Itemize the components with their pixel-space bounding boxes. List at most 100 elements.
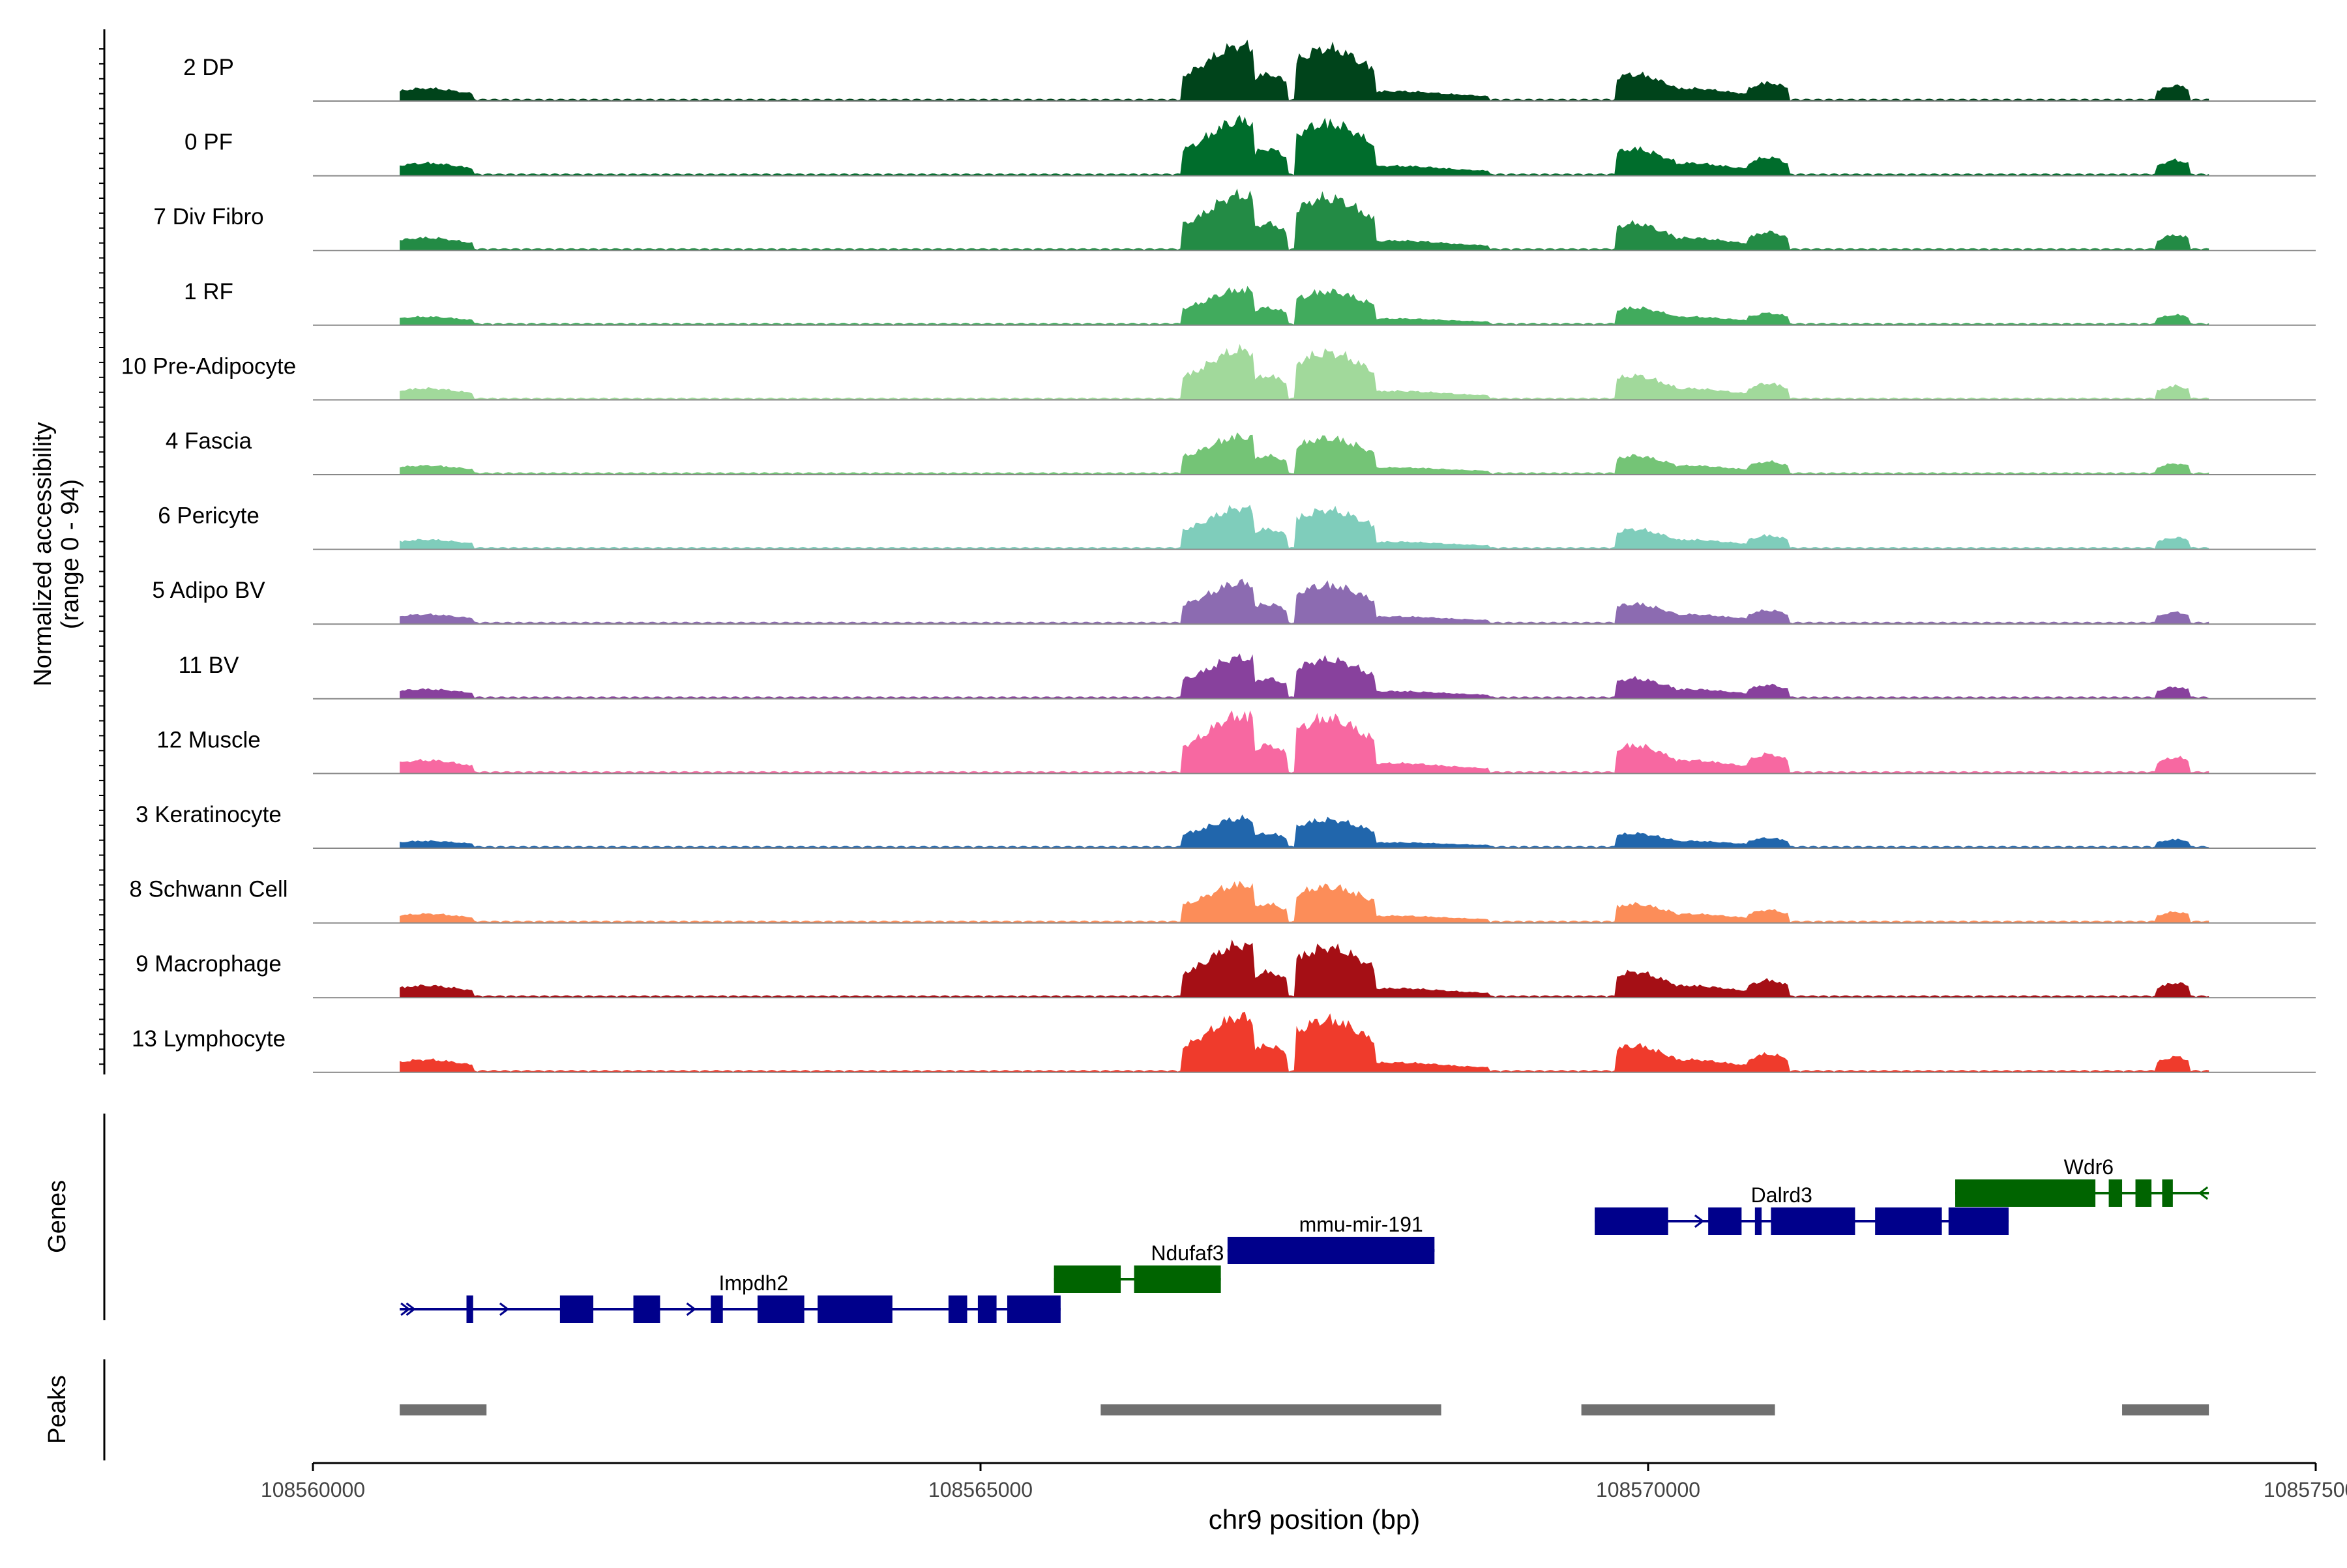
gene-exon <box>1948 1207 2009 1235</box>
x-tick-label: 108565000 <box>928 1478 1033 1501</box>
gene-label: mmu-mir-191 <box>1299 1213 1423 1236</box>
coverage-area <box>400 578 2209 625</box>
track-label: 7 Div Fibro <box>153 204 263 229</box>
coverage-area <box>400 710 2209 774</box>
gene-exon <box>948 1295 967 1323</box>
gene-model: Impdh2 <box>400 1271 1061 1323</box>
peak-region <box>400 1404 487 1415</box>
coverage-area <box>400 1011 2209 1072</box>
gene-exon <box>2108 1179 2123 1207</box>
gene-exon <box>633 1295 660 1323</box>
gene-exon <box>977 1295 997 1323</box>
track-label: 5 Adipo BV <box>152 578 265 603</box>
peak-region <box>2122 1404 2209 1415</box>
gene-exon <box>1054 1265 1121 1293</box>
gene-exon <box>818 1295 893 1323</box>
track-label: 6 Pericyte <box>158 503 259 529</box>
track-label: 13 Lymphocyte <box>132 1026 286 1052</box>
gene-exon <box>1875 1207 1942 1235</box>
gene-exon <box>711 1295 723 1323</box>
coverage-track: 13 Lymphocyte <box>132 1011 2316 1073</box>
gene-exon <box>2162 1179 2173 1207</box>
coverage-track: 7 Div Fibro <box>153 188 2316 252</box>
coverage-area <box>400 653 2209 699</box>
peaks-track <box>103 1359 2209 1460</box>
coverage-area <box>400 39 2209 101</box>
gene-exon <box>1134 1265 1221 1293</box>
track-label: 10 Pre-Adipocyte <box>121 353 296 379</box>
gene-label: Dalrd3 <box>1751 1183 1812 1207</box>
coverage-track: 11 BV <box>179 653 2316 700</box>
gene-label: Ndufaf3 <box>1151 1241 1224 1265</box>
track-label: 11 BV <box>179 653 239 678</box>
gene-exon <box>2135 1179 2152 1207</box>
strand-arrow <box>499 1302 510 1316</box>
strand-arrow <box>686 1302 697 1316</box>
peaks-track-label: Peaks <box>44 1375 71 1444</box>
coverage-area <box>400 881 2209 923</box>
strand-arrow <box>1595 1214 1606 1228</box>
coverage-track: 3 Keratinocyte <box>136 802 2316 849</box>
coverage-area <box>400 344 2209 400</box>
gene-exon <box>1595 1207 1668 1235</box>
coverage-track: 2 DP <box>183 39 2316 102</box>
gene-exon <box>1754 1207 1762 1235</box>
x-axis-title: chr9 position (bp) <box>1209 1504 1421 1535</box>
coverage-area <box>400 432 2209 475</box>
track-label: 1 RF <box>184 279 233 304</box>
track-label: 9 Macrophage <box>136 951 282 977</box>
gene-model: Wdr6 <box>1955 1155 2209 1207</box>
coverage-track: 6 Pericyte <box>158 503 2316 550</box>
gene-label: Impdh2 <box>718 1271 788 1295</box>
x-axis: 108560000 108565000 108570000 108575000 <box>261 1462 2347 1501</box>
genes-track: Impdh2 Ndufaf3 mmu-mir-191 Dalrd3 Wdr6 <box>103 1114 2209 1323</box>
track-label: 4 Fascia <box>166 428 252 454</box>
gene-label: Wdr6 <box>2064 1155 2114 1179</box>
gene-exon <box>1708 1207 1742 1235</box>
coverage-track: 12 Muscle <box>156 710 2316 775</box>
peak-region <box>1100 1404 1441 1415</box>
gene-exon <box>559 1295 594 1323</box>
coverage-area <box>400 939 2209 998</box>
peak-region <box>1581 1404 1775 1415</box>
strand-arrow <box>1228 1243 1239 1258</box>
y-axis-title: Normalized accessibility <box>29 422 57 686</box>
coverage-track: 0 PF <box>185 115 2316 177</box>
y-axis-subtitle: (range 0 - 94) <box>57 479 84 629</box>
coverage-area <box>400 286 2209 325</box>
gene-exon <box>1955 1179 2096 1207</box>
genes-track-label: Genes <box>44 1180 71 1253</box>
strand-arrow <box>406 1302 417 1316</box>
track-label: 0 PF <box>185 130 233 155</box>
strand-arrow <box>1694 1214 1705 1228</box>
coverage-track: 9 Macrophage <box>136 939 2316 999</box>
gene-model: mmu-mir-191 <box>1227 1213 1435 1264</box>
gene-exon <box>757 1295 804 1323</box>
gene-exon <box>1007 1295 1061 1323</box>
x-tick-label: 108560000 <box>261 1478 365 1501</box>
gene-model: Dalrd3 <box>1595 1183 2009 1235</box>
coverage-area <box>400 188 2209 251</box>
coverage-area <box>400 115 2209 176</box>
coverage-layer: 2 DP 0 PF 7 Div Fibro 1 RF 10 Pre-Adipocyte 4… <box>121 39 2316 1073</box>
coverage-area <box>400 814 2209 848</box>
gene-exon <box>1227 1237 1435 1264</box>
coverage-track: 10 Pre-Adipocyte <box>121 344 2316 401</box>
coverage-area <box>400 505 2209 550</box>
coverage-track: 1 RF <box>184 279 2316 326</box>
track-label: 2 DP <box>183 55 234 80</box>
track-label: 12 Muscle <box>156 727 261 752</box>
x-tick-label: 108575000 <box>2264 1478 2347 1501</box>
coverage-track: 8 Schwann Cell <box>129 877 2316 924</box>
gene-model: Ndufaf3 <box>1054 1241 1224 1293</box>
track-label: 8 Schwann Cell <box>129 877 288 902</box>
gene-exon <box>1771 1207 1855 1235</box>
coverage-y-axis <box>99 29 106 1074</box>
coverage-track: 5 Adipo BV <box>152 578 2316 625</box>
track-label: 3 Keratinocyte <box>136 802 282 827</box>
x-tick-label: 108570000 <box>1596 1478 1700 1501</box>
strand-arrow <box>2198 1186 2209 1200</box>
strand-arrow <box>400 1302 411 1316</box>
